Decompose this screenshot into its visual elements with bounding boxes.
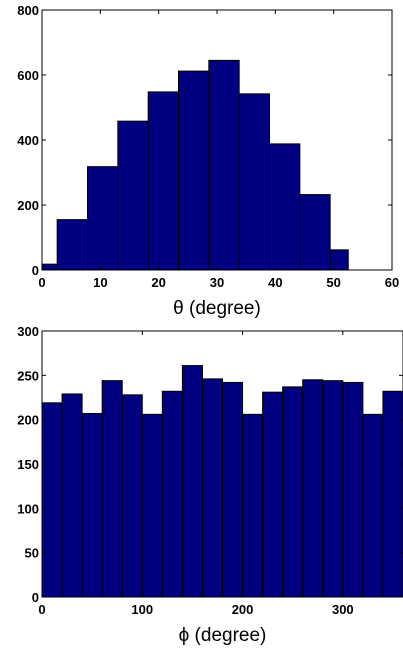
y-tick-label: 150 [17, 457, 39, 472]
y-tick-label: 50 [25, 546, 39, 561]
x-tick-label: 100 [131, 602, 153, 617]
histogram-bar [262, 391, 284, 598]
x-tick-label: 60 [385, 275, 399, 290]
histogram-bar [238, 93, 271, 271]
y-tick-label: 0 [32, 263, 39, 278]
y-tick-label: 250 [17, 368, 39, 383]
histogram-bar [329, 249, 349, 271]
histogram-bar [41, 402, 63, 598]
y-tick-label: 0 [32, 590, 39, 605]
histogram-bar [282, 386, 304, 598]
y-tick-label: 200 [17, 198, 39, 213]
x-tick-label: 200 [232, 602, 254, 617]
histogram-bar [242, 413, 264, 598]
y-tick-label: 800 [17, 3, 39, 18]
histogram-bar [178, 70, 210, 271]
x-tick-label: 20 [151, 275, 165, 290]
x-tick-label: 10 [93, 275, 107, 290]
histogram-bar [81, 412, 103, 598]
histogram-bar [121, 394, 143, 598]
y-tick-label: 400 [17, 133, 39, 148]
y-tick-label: 100 [17, 501, 39, 516]
histogram-bar [201, 378, 223, 598]
histogram-bar [299, 194, 331, 271]
histogram-bar [87, 166, 119, 271]
histogram-bar [181, 365, 203, 598]
histogram-bar [302, 379, 324, 598]
histogram-bar [322, 380, 344, 598]
y-tick-label: 200 [17, 413, 39, 428]
histogram-bar [117, 120, 149, 271]
histogram-bar [61, 393, 83, 598]
x-tick-label: 30 [210, 275, 224, 290]
x-axis-label: θ (degree) [173, 298, 261, 319]
histogram-bar [362, 413, 384, 598]
histogram-bar [222, 381, 244, 598]
histogram-bar [147, 91, 180, 271]
histogram-bar [208, 59, 240, 271]
x-tick-label: 0 [38, 602, 45, 617]
x-tick-label: 50 [326, 275, 340, 290]
histogram-bar [269, 143, 301, 271]
x-axis-label: ϕ (degree) [179, 625, 267, 646]
y-tick-label: 600 [17, 68, 39, 83]
x-tick-label: 40 [268, 275, 282, 290]
histogram-bar [141, 413, 163, 598]
x-tick-label: 0 [38, 275, 45, 290]
y-tick-label: 300 [17, 324, 39, 339]
histogram-bar [161, 390, 183, 598]
histogram-bar [342, 381, 364, 598]
histogram-bar [56, 219, 89, 271]
histogram-bar [41, 263, 58, 271]
histogram-bar [101, 380, 123, 598]
x-tick-label: 300 [332, 602, 354, 617]
chart-panel-2: 0 100 200 300 0 50 100 150 200 250 300 ϕ (degree) [17, 324, 403, 646]
histogram-bar [382, 390, 403, 598]
